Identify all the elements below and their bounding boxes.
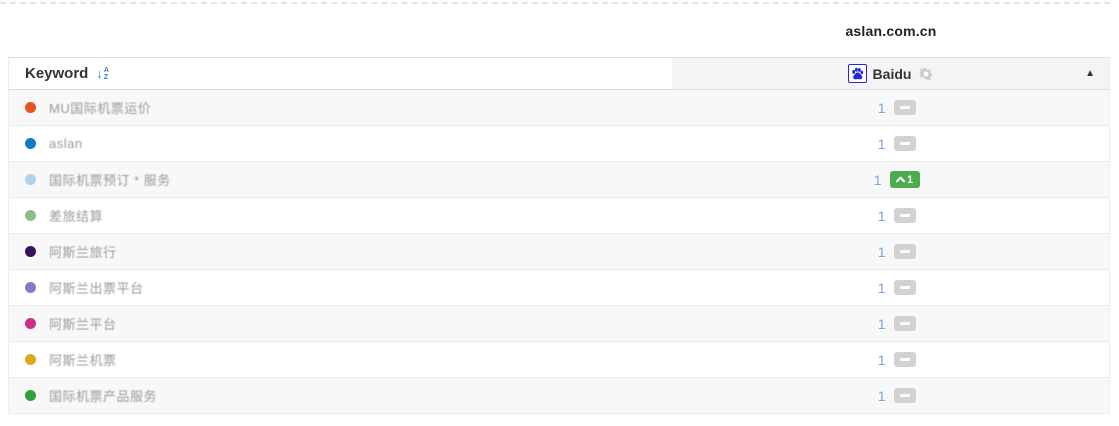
keyword-cell: 国际机票预订 * 服务 [9, 170, 672, 189]
keyword-color-dot [25, 102, 36, 113]
keyword-cell: 阿斯兰旅行 [9, 242, 672, 261]
keyword-cell: 阿斯兰机票 [9, 350, 672, 369]
keyword-label[interactable]: 国际机票预订 * 服务 [49, 173, 171, 188]
keyword-row[interactable]: 国际机票产品服务 1 [9, 378, 1109, 414]
keyword-label[interactable]: 国际机票产品服务 [49, 389, 158, 404]
keyword-color-dot [25, 390, 36, 401]
minus-icon [899, 250, 910, 253]
minus-icon [899, 322, 910, 325]
keyword-cell: 阿斯兰平台 [9, 314, 672, 333]
no-change-badge [893, 136, 916, 151]
no-change-badge [893, 280, 916, 295]
gear-icon[interactable] [919, 67, 933, 81]
keyword-cell: 阿斯兰出票平台 [9, 278, 672, 297]
keyword-row[interactable]: aslan 1 [9, 126, 1109, 162]
keyword-row[interactable]: MU国际机票运价 1 [9, 90, 1109, 126]
keyword-row[interactable]: 阿斯兰旅行 1 [9, 234, 1109, 270]
keyword-color-dot [25, 210, 36, 221]
rank-cell: 1 [672, 316, 1109, 332]
keyword-color-dot [25, 174, 36, 185]
engine-name-label: Baidu [872, 65, 912, 82]
domain-title: aslan.com.cn [845, 22, 937, 39]
keyword-row[interactable]: 阿斯兰出票平台 1 [9, 270, 1109, 306]
rank-cell: 1 [672, 352, 1109, 368]
keyword-row[interactable]: 阿斯兰平台 1 [9, 306, 1109, 342]
rank-value: 1 [877, 243, 886, 260]
keyword-cell: 国际机票产品服务 [9, 386, 672, 405]
minus-icon [899, 106, 910, 109]
keyword-column-header-cell: Keyword ↓ A Z [9, 58, 672, 89]
domain-header-row: aslan.com.cn [8, 4, 1110, 57]
rank-cell: 1 [672, 388, 1109, 404]
keyword-column-header[interactable]: Keyword [25, 65, 89, 82]
keyword-row[interactable]: 阿斯兰机票 1 [9, 342, 1109, 378]
baidu-paw-icon [847, 64, 867, 83]
keyword-color-dot [25, 282, 36, 293]
keyword-color-dot [25, 318, 36, 329]
sort-down-arrow: ↓ [96, 66, 103, 81]
keyword-color-dot [25, 246, 36, 257]
keyword-color-dot [25, 138, 36, 149]
rank-cell: 1 [672, 136, 1109, 152]
rank-value: 1 [877, 99, 886, 116]
rank-value: 1 [877, 387, 886, 404]
minus-icon [899, 142, 910, 145]
no-change-badge [893, 316, 916, 331]
minus-icon [899, 394, 910, 397]
keyword-label[interactable]: 阿斯兰旅行 [49, 245, 117, 260]
baidu-column-header-cell: Baidu ▲ [672, 58, 1109, 89]
rank-value: 1 [877, 315, 886, 332]
rank-up-value: 1 [906, 173, 914, 186]
rank-cell: 1 [672, 244, 1109, 260]
keyword-label[interactable]: 阿斯兰平台 [49, 317, 117, 332]
keyword-rows-container: MU国际机票运价 1 aslan 1 国际机票预订 * 服务 1 1 差旅结算 1 阿斯兰旅行 1 阿… [8, 90, 1110, 414]
keyword-cell: MU国际机票运价 [9, 98, 672, 117]
collapse-up-arrow-icon[interactable]: ▲ [1085, 67, 1095, 79]
keyword-cell: 差旅结算 [9, 206, 672, 225]
rank-cell: 1 [672, 100, 1109, 116]
sort-alpha-asc-icon[interactable]: ↓ A Z [96, 67, 109, 81]
keyword-label[interactable]: 阿斯兰机票 [49, 353, 117, 368]
keyword-color-dot [25, 354, 36, 365]
top-dashed-divider [0, 2, 1110, 4]
rank-cell: 1 [672, 208, 1109, 224]
rank-table: aslan.com.cn Keyword ↓ A Z [8, 4, 1110, 414]
keyword-row[interactable]: 差旅结算 1 [9, 198, 1109, 234]
no-change-badge [893, 352, 916, 367]
keyword-row[interactable]: 国际机票预订 * 服务 1 1 [9, 162, 1109, 198]
rank-value: 1 [877, 279, 886, 296]
no-change-badge [893, 388, 916, 403]
rank-value: 1 [873, 171, 882, 188]
minus-icon [899, 286, 910, 289]
minus-icon [899, 358, 910, 361]
keyword-label[interactable]: 阿斯兰出票平台 [49, 281, 144, 296]
column-header-row: Keyword ↓ A Z Baidu [8, 57, 1110, 90]
keyword-label[interactable]: MU国际机票运价 [49, 101, 152, 116]
keyword-label[interactable]: 差旅结算 [49, 209, 104, 224]
rank-value: 1 [877, 207, 886, 224]
keyword-cell: aslan [9, 136, 672, 151]
rank-cell: 1 [672, 280, 1109, 296]
rank-up-badge: 1 [889, 171, 920, 188]
keyword-label[interactable]: aslan [49, 136, 83, 151]
rank-value: 1 [877, 351, 886, 368]
no-change-badge [893, 208, 916, 223]
no-change-badge [893, 244, 916, 259]
minus-icon [899, 214, 910, 217]
no-change-badge [893, 100, 916, 115]
rank-value: 1 [877, 135, 886, 152]
